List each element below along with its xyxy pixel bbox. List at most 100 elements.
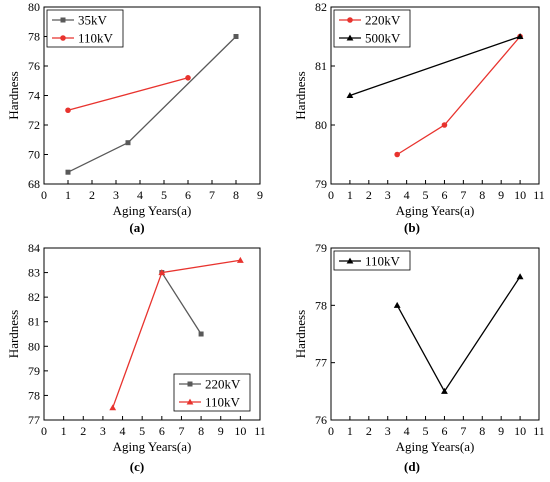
legend-swatch-marker <box>347 17 353 23</box>
y-tick-label: 72 <box>28 118 40 132</box>
legend: 220kV 500kV <box>333 9 411 48</box>
x-tick-label: 0 <box>328 424 334 438</box>
data-point <box>65 169 71 175</box>
y-tick-label: 78 <box>28 30 40 44</box>
x-tick-label: 5 <box>423 424 429 438</box>
series-220kV <box>394 33 523 158</box>
legend-entry: 220kV <box>365 13 401 28</box>
y-tick-label: 68 <box>28 177 40 191</box>
legend-entry: 500kV <box>365 31 401 46</box>
x-tick-label: 10 <box>514 188 526 202</box>
y-tick-label: 70 <box>28 148 40 162</box>
x-tick-label: 4 <box>137 188 143 202</box>
y-tick-label: 84 <box>28 241 40 255</box>
legend: 35kV 110kV <box>46 9 124 48</box>
y-tick-label: 79 <box>315 241 327 255</box>
series-line <box>396 36 521 156</box>
legend-entry: 110kV <box>78 31 114 46</box>
series-line <box>67 77 189 111</box>
x-tick-label: 2 <box>80 424 86 438</box>
x-tick-label: 1 <box>347 424 353 438</box>
y-tick-label: 80 <box>28 0 40 14</box>
legend-box <box>173 373 251 412</box>
y-axis-label: Hardness <box>293 71 308 119</box>
data-point <box>198 331 204 337</box>
panel-caption: (b) <box>404 220 420 235</box>
legend-swatch-marker <box>60 17 66 23</box>
data-point <box>236 256 244 263</box>
x-tick-label: 2 <box>89 188 95 202</box>
y-tick-label: 80 <box>315 118 327 132</box>
x-tick-label: 11 <box>533 188 545 202</box>
series-500kV <box>346 33 524 99</box>
legend-swatch-marker <box>346 257 354 264</box>
x-axis-label: Aging Years(a) <box>113 439 192 454</box>
y-tick-label: 82 <box>315 0 327 14</box>
data-point <box>394 151 400 158</box>
panel-caption: (c) <box>130 459 144 474</box>
y-tick-label: 80 <box>28 339 40 353</box>
x-tick-label: 0 <box>328 188 334 202</box>
x-tick-label: 2 <box>366 188 372 202</box>
legend-box <box>333 250 411 271</box>
series-110kV <box>65 75 191 114</box>
y-tick-label: 76 <box>315 413 327 427</box>
plot-frame <box>330 6 540 185</box>
x-tick-label: 9 <box>257 188 263 202</box>
x-tick-label: 9 <box>498 188 504 202</box>
y-tick-label: 81 <box>315 59 327 73</box>
x-tick-label: 8 <box>479 188 485 202</box>
y-tick-label: 77 <box>315 356 327 370</box>
data-point <box>441 122 448 128</box>
data-point <box>185 75 191 81</box>
y-tick-label: 77 <box>28 413 40 427</box>
x-tick-label: 5 <box>139 424 145 438</box>
chart-panel-2: 0 1 2 3 4 5 6 7 8 9 10 11 79 80 81 82 Aging Years(a) Hard… <box>293 0 545 235</box>
legend: 220kV 110kV <box>173 373 251 412</box>
x-tick-label: 10 <box>234 424 246 438</box>
x-tick-label: 5 <box>161 188 167 202</box>
x-tick-label: 5 <box>423 188 429 202</box>
y-tick-label: 79 <box>315 177 327 191</box>
x-axis-label: Aging Years(a) <box>396 203 475 218</box>
y-tick-label: 76 <box>28 59 40 73</box>
x-tick-label: 1 <box>347 188 353 202</box>
x-tick-label: 3 <box>385 424 391 438</box>
series-line <box>67 36 237 173</box>
y-tick-label: 83 <box>28 266 40 280</box>
x-tick-label: 7 <box>209 188 215 202</box>
legend-entry: 220kV <box>205 377 241 392</box>
x-tick-label: 3 <box>100 424 106 438</box>
y-tick-label: 79 <box>28 364 40 378</box>
x-tick-label: 9 <box>498 424 504 438</box>
x-tick-label: 7 <box>460 424 466 438</box>
y-axis-label: Hardness <box>293 310 308 358</box>
series-220kV <box>159 270 204 337</box>
x-tick-label: 11 <box>254 424 266 438</box>
x-tick-label: 3 <box>113 188 119 202</box>
x-tick-label: 1 <box>65 188 71 202</box>
legend-entry: 35kV <box>78 13 108 28</box>
legend-entry: 110kV <box>365 254 401 269</box>
y-axis-label: Hardness <box>6 310 21 358</box>
x-tick-label: 10 <box>514 424 526 438</box>
x-tick-label: 6 <box>441 188 447 202</box>
series-35kV <box>65 34 239 175</box>
x-tick-label: 11 <box>533 424 545 438</box>
data-point <box>109 404 117 411</box>
series-line <box>349 35 521 97</box>
plot-frame <box>330 247 540 421</box>
x-tick-label: 7 <box>178 424 184 438</box>
y-tick-label: 82 <box>28 290 40 304</box>
x-tick-label: 6 <box>441 424 447 438</box>
x-tick-label: 6 <box>159 424 165 438</box>
x-tick-label: 9 <box>218 424 224 438</box>
x-tick-label: 6 <box>185 188 191 202</box>
x-tick-label: 8 <box>479 424 485 438</box>
x-tick-label: 2 <box>366 424 372 438</box>
x-tick-label: 8 <box>233 188 239 202</box>
panel-caption: (a) <box>129 220 144 235</box>
